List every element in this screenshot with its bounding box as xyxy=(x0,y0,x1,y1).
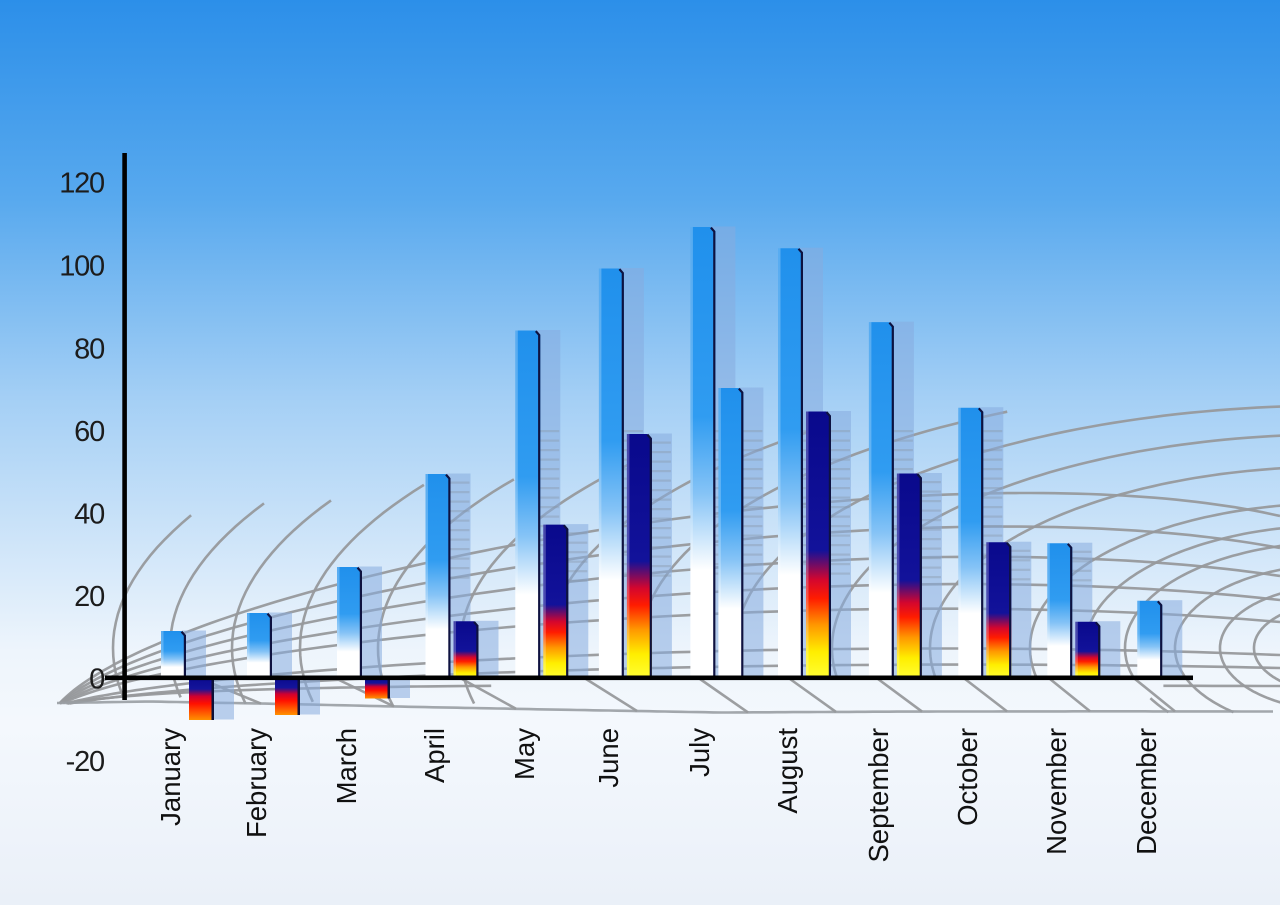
svg-text:100: 100 xyxy=(59,251,104,283)
svg-text:40: 40 xyxy=(74,499,104,531)
svg-text:60: 60 xyxy=(74,416,104,448)
svg-text:October: October xyxy=(952,728,983,826)
svg-text:November: November xyxy=(1041,728,1072,855)
svg-text:March: March xyxy=(331,728,362,804)
svg-text:July: July xyxy=(684,728,715,777)
svg-text:20: 20 xyxy=(74,581,104,613)
svg-text:120: 120 xyxy=(59,168,104,200)
svg-text:January: January xyxy=(155,728,186,826)
svg-text:0: 0 xyxy=(89,664,104,696)
svg-text:80: 80 xyxy=(74,334,104,366)
svg-text:September: September xyxy=(863,728,894,863)
svg-text:February: February xyxy=(241,728,272,838)
svg-text:April: April xyxy=(419,728,450,783)
svg-text:June: June xyxy=(593,728,624,788)
svg-text:May: May xyxy=(509,728,540,780)
svg-text:August: August xyxy=(772,728,803,814)
svg-text:December: December xyxy=(1131,728,1162,855)
svg-text:-20: -20 xyxy=(66,746,104,778)
